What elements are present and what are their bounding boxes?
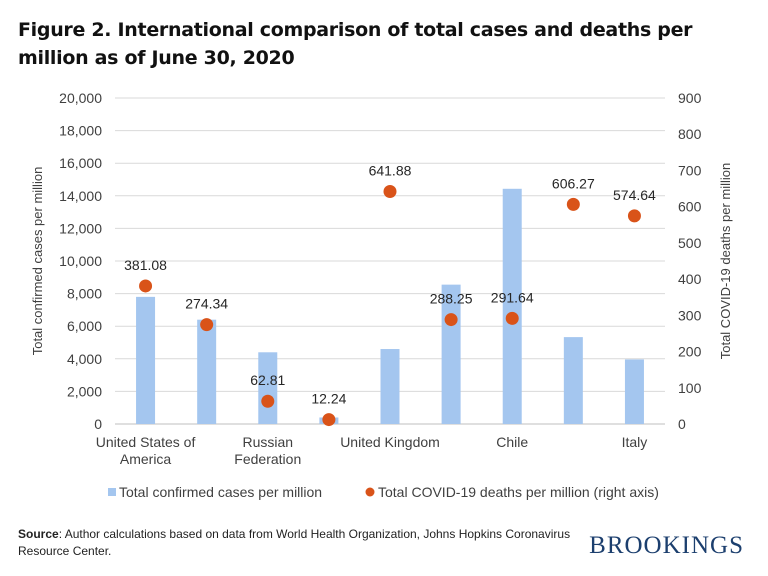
y2-tick-label: 100 [678,380,702,396]
y-tick-label: 2,000 [67,383,102,399]
x-tick-label: United States of America [96,434,196,467]
y2-tick-label: 700 [678,162,702,178]
y2-tick-label: 300 [678,307,702,323]
y-tick-label: 6,000 [67,318,102,334]
source-label: Source [18,527,59,541]
bar [197,319,217,424]
data-label: 288.25 [430,291,473,307]
bar [380,349,400,424]
death-dot [200,318,214,332]
y-tick-label: 8,000 [67,286,102,302]
bar [136,296,156,424]
data-label: 574.64 [613,187,656,203]
bar [258,352,278,424]
y2-tick-label: 500 [678,235,702,251]
x-tick-label: Russian Federation [234,434,301,467]
data-label: 291.64 [491,289,534,305]
data-label: 274.34 [185,296,228,312]
death-dot [383,184,397,198]
y-axis-label: Total confirmed cases per million [30,167,45,356]
death-dot [322,413,336,427]
data-label: 381.08 [124,257,167,273]
legend-label-deaths: Total COVID-19 deaths per million (right… [378,484,659,500]
brookings-logo: BROOKINGS [589,532,744,559]
legend-label-cases: Total confirmed cases per million [119,484,322,500]
y-tick-label: 20,000 [59,90,102,106]
y-tick-label: 4,000 [67,351,102,367]
data-label: 12.24 [311,391,346,407]
data-label: 62.81 [250,372,285,388]
y2-tick-label: 0 [678,416,686,432]
y2-axis-label: Total COVID-19 deaths per million [718,163,733,360]
y-tick-label: 16,000 [59,155,102,171]
source-note: Source: Author calculations based on dat… [18,526,578,560]
death-dot [627,209,641,223]
death-dot [139,279,153,293]
y2-tick-label: 900 [678,90,702,106]
y2-tick-label: 800 [678,126,702,142]
x-tick-label: Italy [622,434,648,450]
data-label: 641.88 [369,162,412,178]
y-tick-label: 14,000 [59,188,102,204]
y-tick-label: 0 [94,416,102,432]
source-text: : Author calculations based on data from… [18,527,571,558]
y-tick-label: 10,000 [59,253,102,269]
legend-swatch-deaths [365,487,375,497]
death-dot [505,311,519,325]
y2-tick-label: 600 [678,199,702,215]
bar [502,188,522,424]
legend-swatch-cases [108,488,116,496]
death-dot [566,197,580,211]
y-tick-label: 18,000 [59,123,102,139]
x-tick-label: United Kingdom [340,434,440,450]
y2-tick-label: 400 [678,271,702,287]
bar [563,337,583,424]
y-tick-label: 12,000 [59,220,102,236]
bar [624,359,644,424]
death-dot [261,394,275,408]
data-label: 606.27 [552,175,595,191]
y2-tick-label: 200 [678,344,702,360]
x-tick-label: Chile [496,434,528,450]
death-dot [444,313,458,327]
chart-title: Figure 2. International comparison of to… [18,19,693,69]
